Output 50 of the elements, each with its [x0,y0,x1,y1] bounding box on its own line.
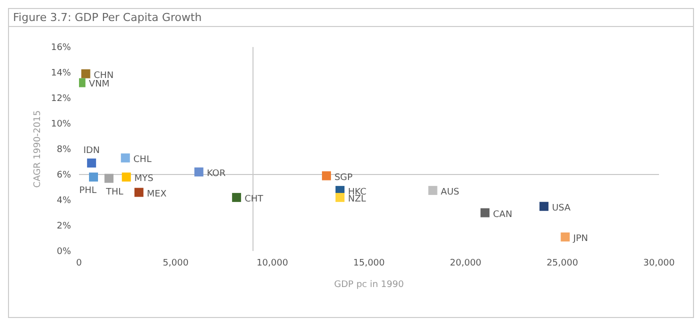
x-tick-label: 0 [76,258,82,268]
series-label: USA [552,203,572,214]
point [232,192,242,202]
y-tick-label: 0% [56,247,72,258]
series-label: CHT [244,194,264,204]
x-tick-label: 10,000 [256,258,288,268]
series-label: THL [104,187,124,198]
chart-title: Figure 3.7: GDP Per Capita Growth [9,9,693,27]
point [194,167,204,176]
y-tick-label: 8% [56,145,72,156]
point [120,153,130,162]
x-tick-label: 25,000 [546,258,578,268]
x-axis-title: GDP pc in 1990 [334,280,404,290]
point [336,192,344,202]
series-label: VNM [88,80,110,90]
series-label: MEX [146,189,167,200]
y-tick-label: 16% [50,43,72,54]
series-label: NZL [348,194,366,204]
y-tick-label: 6% [56,170,72,181]
y-axis-title: CAGR 1990-2015 [33,110,44,188]
y-tick-label: 10% [50,120,72,130]
point [122,172,131,182]
point [539,202,548,211]
x-tick-label: 30,000 [643,258,676,268]
series-label: CHL [133,154,152,165]
y-tick-label: 2% [56,222,72,232]
point [134,188,144,197]
x-tick-label: 15,000 [353,258,386,268]
series-label: IDN [83,146,100,156]
y-tick-label: 14% [50,68,72,79]
series-label: CAN [493,210,512,220]
point [104,174,114,183]
series-label: PHL [79,186,96,196]
y-tick-label: 4% [56,196,72,206]
x-tick-label: 20,000 [450,258,482,268]
point [560,232,570,242]
y-tick-label: 12% [50,94,72,104]
point [480,208,490,218]
series-label: AUS [440,187,460,198]
point [89,172,98,182]
point [428,186,438,195]
series-label: MYS [134,174,154,184]
series-label: JPN [572,234,588,244]
x-tick-label: 5,000 [162,258,189,268]
series-label: CHN [94,70,114,81]
series-label: SGP [334,172,354,183]
point [87,158,96,168]
series-label: KOR [206,168,226,179]
point [322,171,331,180]
point [81,69,90,78]
